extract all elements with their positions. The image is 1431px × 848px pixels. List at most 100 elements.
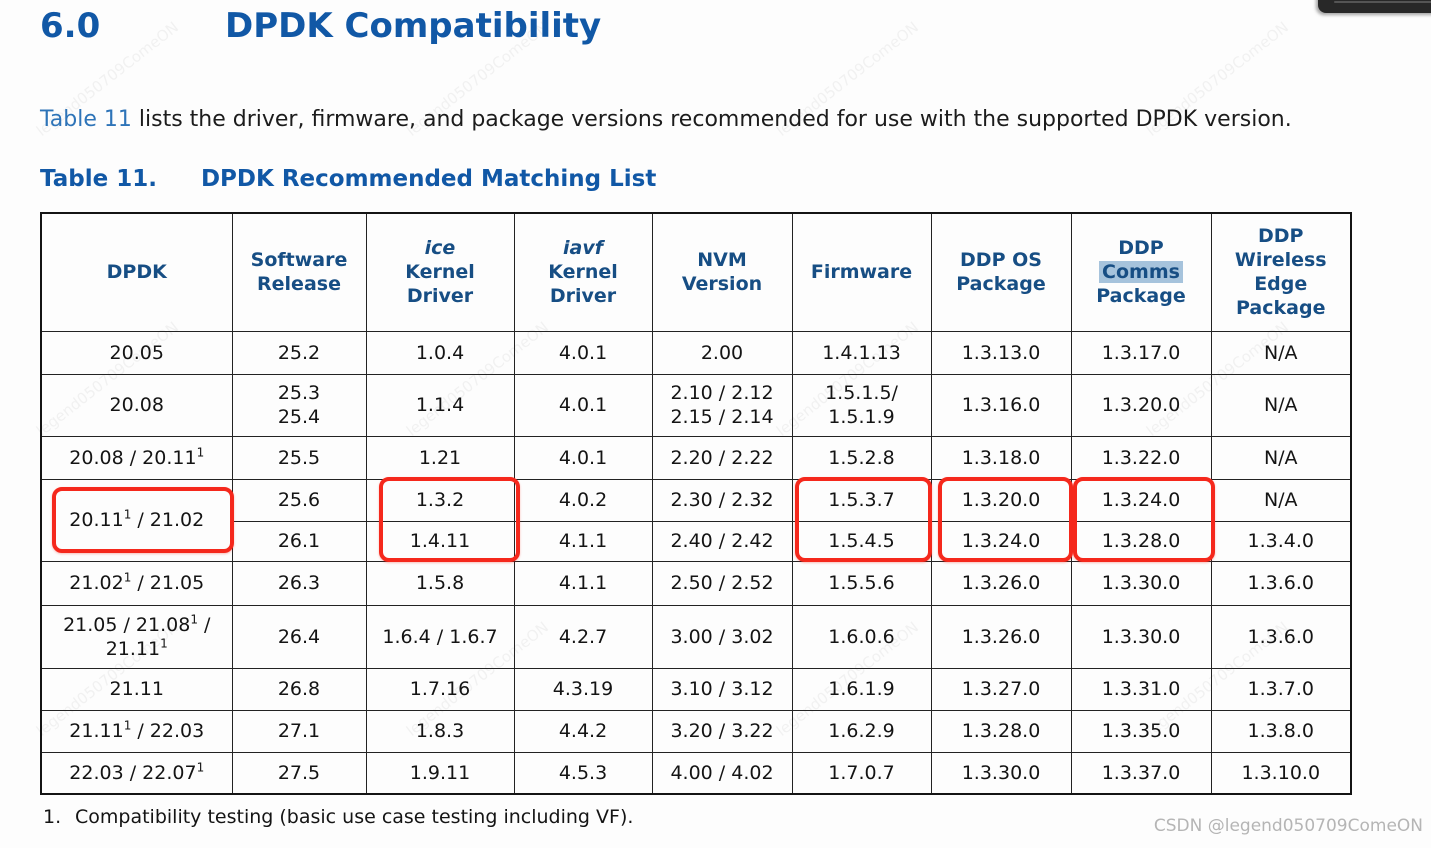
- table-cell: 2.40 / 2.42: [651, 520, 793, 562]
- table-cell: 22.03 / 22.071: [40, 751, 233, 795]
- table-cell: 4.2.7: [513, 604, 653, 669]
- table-cell: 1.6.0.6: [791, 604, 932, 669]
- compatibility-table-wrap: DPDK Software Release ice Kernel Driver iavf Ke…: [40, 212, 1352, 795]
- table-row: 21.021 / 21.05 26.3 1.5.8 4.1.1 2.50 / 2.52 1…: [40, 560, 1352, 606]
- table-cell: 4.5.3: [513, 751, 653, 795]
- table-cell: 27.5: [231, 751, 367, 795]
- table-cell: 20.08 / 20.111: [40, 435, 233, 480]
- table-cell: 1.5.1.5/1.5.1.9: [791, 373, 932, 437]
- csdn-watermark: CSDN @legend050709ComeON: [1153, 816, 1423, 836]
- table-row: 21.11 26.8 1.7.16 4.3.19 3.10 / 3.12 1.6.1.9 1…: [40, 667, 1352, 711]
- table-cell: 26.8: [231, 667, 367, 711]
- header-cell: DPDK: [40, 212, 233, 332]
- table-cell: 1.6.4 / 1.6.7: [365, 604, 515, 669]
- table-cell: 20.08: [40, 373, 233, 437]
- table-cell: 1.3.35.0: [1070, 709, 1212, 753]
- header-cell: DDP OS Package: [930, 212, 1072, 332]
- table-cell: 1.3.4.0: [1210, 520, 1352, 562]
- table-cell: 1.9.11: [365, 751, 515, 795]
- table-row: 22.03 / 22.071 27.5 1.9.11 4.5.3 4.00 / 4.02…: [40, 751, 1352, 795]
- table-row: 20.111 / 21.02 25.6 1.3.2 4.0.2 2.30 / 2.32 1…: [40, 478, 1352, 562]
- table-cell: 1.7.16: [365, 667, 515, 711]
- table-cell: 1.3.26.0: [930, 604, 1072, 669]
- table-cell: 2.10 / 2.12 2.15 / 2.14: [651, 373, 793, 437]
- table-cell: 1.7.0.7: [791, 751, 932, 795]
- table-cell: 2.50 / 2.52: [651, 560, 793, 606]
- table-row: 21.05 / 21.081 /21.111 26.4 1.6.4 / 1.6.7 4…: [40, 604, 1352, 669]
- table-cell: 4.00 / 4.02: [651, 751, 793, 795]
- table-cell: 1.5.8: [365, 560, 515, 606]
- table-cell: 1.6.2.9: [791, 709, 932, 753]
- table-cell: 1.3.30.0: [1070, 560, 1212, 606]
- header-cell: Software Release: [231, 212, 367, 332]
- header-cell: NVM Version: [651, 212, 793, 332]
- table-cell: 1.3.13.0: [930, 330, 1072, 375]
- footnote: 1. Compatibility testing (basic use case…: [43, 806, 633, 828]
- header-cell: Firmware: [791, 212, 932, 332]
- header-cell: iavf Kernel Driver: [513, 212, 653, 332]
- table-cell: 1.4.11: [365, 520, 515, 562]
- section-title: DPDK Compatibility: [225, 6, 602, 46]
- table-cell: 26.4: [231, 604, 367, 669]
- table-cell: 27.1: [231, 709, 367, 753]
- table-cell: 26.3: [231, 560, 367, 606]
- table-row: 20.08 25.3 25.4 1.1.4 4.0.1 2.10 / 2.12 2.15 /…: [40, 373, 1352, 437]
- table-cell: 20.05: [40, 330, 233, 375]
- table-caption-title: DPDK Recommended Matching List: [200, 166, 657, 192]
- table-cell: 1.3.28.0: [1070, 520, 1212, 562]
- table-cell: N/A: [1210, 478, 1352, 522]
- table-cell: 25.6: [231, 478, 367, 522]
- table-cell: 1.3.18.0: [930, 435, 1072, 480]
- table-cell: 26.1: [231, 520, 367, 562]
- table-cell: 21.021 / 21.05: [40, 560, 233, 606]
- table-cell: 4.0.2: [513, 478, 653, 522]
- table-cell: 21.11: [40, 667, 233, 711]
- table-cell: 1.8.3: [365, 709, 515, 753]
- table-cell: 1.3.6.0: [1210, 604, 1352, 669]
- table-row: 21.111 / 22.03 27.1 1.8.3 4.4.2 3.20 / 3.22 1…: [40, 709, 1352, 753]
- table-cell: 4.4.2: [513, 709, 653, 753]
- table-cell: 25.3 25.4: [231, 373, 367, 437]
- table-cell: 20.111 / 21.02: [40, 478, 233, 562]
- table-cell: 1.3.20.0: [930, 478, 1072, 522]
- table-cell: N/A: [1210, 373, 1352, 437]
- table-cell: 1.4.1.13: [791, 330, 932, 375]
- table-cell: 1.3.30.0: [1070, 604, 1212, 669]
- table-cell: 1.3.8.0: [1210, 709, 1352, 753]
- table-cell: N/A: [1210, 330, 1352, 375]
- table-cell: 1.3.24.0: [1070, 478, 1212, 522]
- header-cell: DDP Comms Package: [1070, 212, 1212, 332]
- table-cell: 1.5.3.7: [791, 478, 932, 522]
- top-right-panel-edge: [1334, 1, 1431, 3]
- header-cell: ice Kernel Driver: [365, 212, 515, 332]
- footnote-text: Compatibility testing (basic use case te…: [75, 806, 634, 828]
- table-11-link[interactable]: Table 11: [40, 107, 132, 132]
- table-cell: 1.3.2: [365, 478, 515, 522]
- table-cell: 4.3.19: [513, 667, 653, 711]
- table-cell: 21.111 / 22.03: [40, 709, 233, 753]
- table-header-row: DPDK Software Release ice Kernel Driver iavf Ke…: [40, 212, 1352, 332]
- table-row: 26.1 1.4.11 4.1.1 2.40 / 2.42 1.5.4.5 1.3.24.…: [41, 520, 1352, 562]
- table-cell: 2.30 / 2.32: [651, 478, 793, 522]
- table-cell: N/A: [1210, 435, 1352, 480]
- footnote-number: 1.: [43, 806, 62, 828]
- table-cell: 4.1.1: [513, 520, 653, 562]
- table-row: 20.05 25.2 1.0.4 4.0.1 2.00 1.4.1.13 1.3.13.0 1…: [40, 330, 1352, 375]
- top-right-dark-panel: [1318, 0, 1431, 13]
- table-cell: 25.2: [231, 330, 367, 375]
- table-cell: 1.0.4: [365, 330, 515, 375]
- intro-text: lists the driver, firmware, and package …: [131, 107, 1292, 132]
- intro-paragraph: Table 11 lists the driver, firmware, and…: [40, 104, 1310, 135]
- table-caption-label: Table 11.: [40, 166, 157, 192]
- table-cell: 1.5.4.5: [791, 520, 932, 562]
- table-cell: 3.10 / 3.12: [651, 667, 793, 711]
- table-cell: 25.5: [231, 435, 367, 480]
- table-cell: 1.1.4: [365, 373, 515, 437]
- table-cell: 1.6.1.9: [791, 667, 932, 711]
- table-cell: 1.3.27.0: [930, 667, 1072, 711]
- table-cell: 1.3.16.0: [930, 373, 1072, 437]
- table-cell: 1.3.22.0: [1070, 435, 1212, 480]
- table-cell: 21.05 / 21.081 /21.111: [40, 604, 233, 669]
- table-cell: 4.0.1: [513, 435, 653, 480]
- table-cell: 4.0.1: [513, 330, 653, 375]
